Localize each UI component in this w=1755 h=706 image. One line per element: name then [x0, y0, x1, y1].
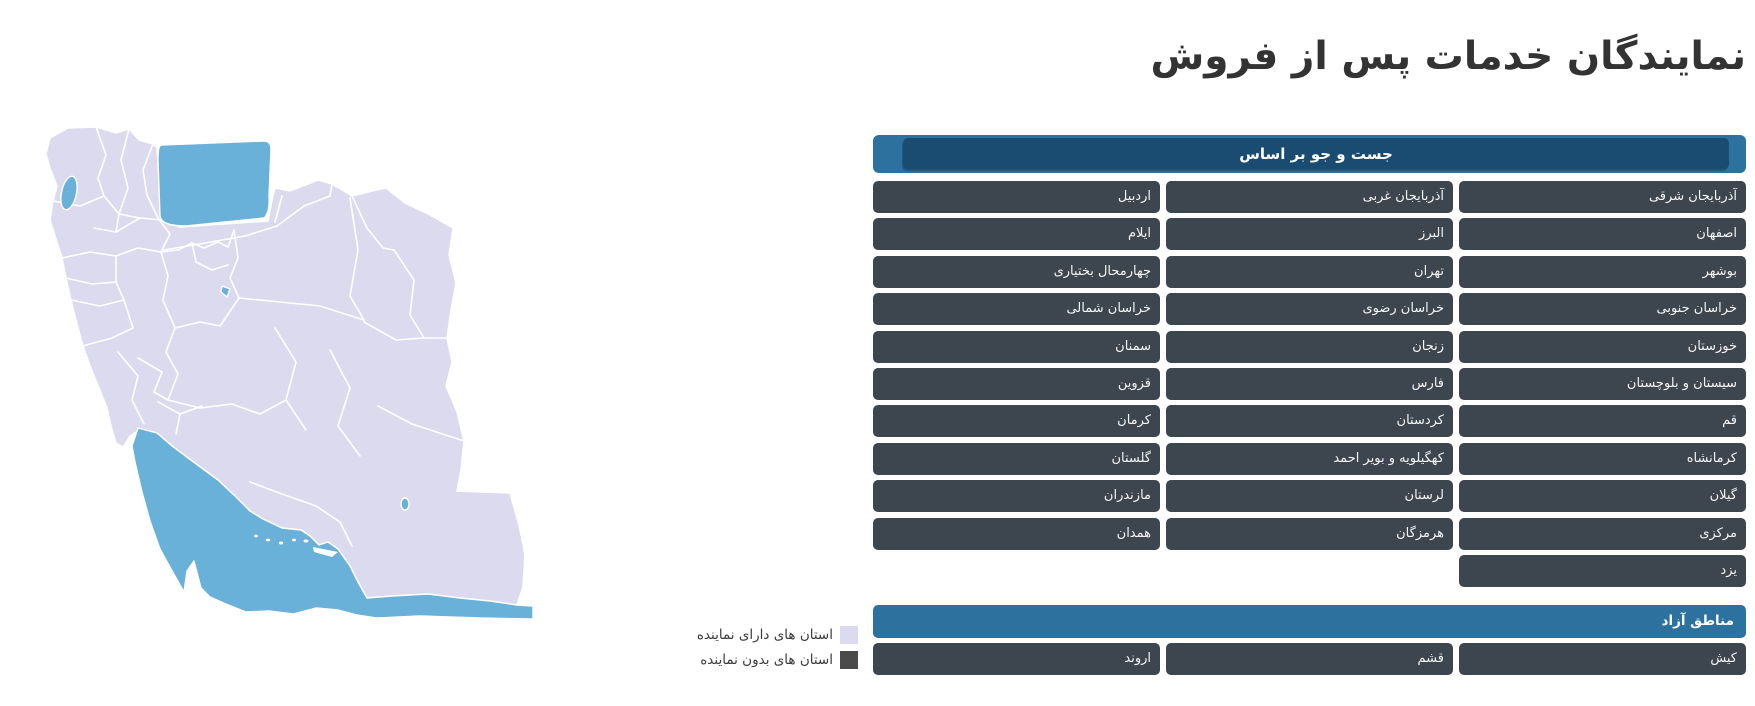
province-button[interactable]: فارس: [1166, 367, 1453, 400]
province-button[interactable]: کرمانشاه: [1459, 442, 1746, 475]
province-button-grid: آذربایجان شرقی آذربایجان غربی اردبیل اصفهان…: [873, 181, 1746, 587]
province-button[interactable]: هرمزگان: [1166, 517, 1453, 550]
province-button[interactable]: خوزستان: [1459, 330, 1746, 363]
legend-label: استان های دارای نماینده: [696, 627, 833, 643]
legend-label: استان های بدون نماینده: [700, 652, 833, 668]
free-zones-header-label: مناطق آزاد: [1661, 613, 1734, 630]
province-button[interactable]: یزد: [1459, 554, 1746, 587]
free-zone-button[interactable]: کیش: [1459, 642, 1746, 675]
search-header-label: جست و جو بر اساس: [1239, 144, 1393, 163]
province-button[interactable]: چهارمحال بختیاری: [873, 255, 1160, 288]
province-button[interactable]: زنجان: [1166, 330, 1453, 363]
legend-item-with-representative: استان های دارای نماینده: [697, 626, 858, 644]
province-button[interactable]: مازندران: [873, 480, 1160, 513]
province-borders: [52, 127, 465, 547]
province-button[interactable]: خراسان رضوی: [1166, 293, 1453, 326]
iran-map[interactable]: [20, 100, 540, 630]
province-button[interactable]: سیستان و بلوچستان: [1459, 367, 1746, 400]
province-button[interactable]: سمنان: [873, 330, 1160, 363]
namak-lake: [220, 285, 231, 298]
free-zone-button[interactable]: قشم: [1166, 642, 1453, 675]
province-button[interactable]: گیلان: [1459, 480, 1746, 513]
lake-urmia: [60, 175, 78, 211]
province-button[interactable]: خراسان جنوبی: [1459, 293, 1746, 326]
province-button[interactable]: قم: [1459, 405, 1746, 438]
free-zone-button[interactable]: اروند: [873, 642, 1160, 675]
province-button[interactable]: آذربایجان غربی: [1166, 181, 1453, 213]
free-zone-button-grid: کیش قشم اروند: [873, 642, 1746, 675]
free-zones-header-bar: مناطق آزاد: [873, 604, 1746, 638]
province-button[interactable]: مرکزی: [1459, 517, 1746, 550]
province-button[interactable]: همدان: [873, 517, 1160, 550]
persian-gulf-islands: [254, 534, 338, 557]
province-button[interactable]: کرمان: [873, 405, 1160, 438]
search-header-inner: جست و جو بر اساس: [903, 138, 1729, 169]
caspian-sea: [157, 140, 272, 227]
province-button[interactable]: گلستان: [873, 442, 1160, 475]
legend-swatch-without-representative: [840, 651, 858, 669]
province-button[interactable]: ایلام: [873, 218, 1160, 251]
province-button[interactable]: اردبیل: [873, 181, 1160, 213]
search-panel: جست و جو بر اساس آذربایجان شرقی آذربایجان…: [873, 135, 1746, 675]
legend-swatch-with-representative: [840, 626, 858, 644]
legend-item-without-representative: استان های بدون نماینده: [697, 651, 858, 669]
jazmurian-lake: [400, 497, 410, 511]
province-button[interactable]: کهگیلویه و بویر احمد: [1166, 442, 1453, 475]
persian-gulf-oman-sea: [131, 427, 534, 620]
map-legend: استان های دارای نماینده استان های بدون ن…: [697, 626, 858, 676]
search-header-bar[interactable]: جست و جو بر اساس: [873, 135, 1746, 173]
province-button[interactable]: اصفهان: [1459, 218, 1746, 251]
province-button[interactable]: بوشهر: [1459, 255, 1746, 288]
province-button[interactable]: قزوین: [873, 367, 1160, 400]
page-title: نمایندگان خدمات پس از فروش: [1150, 34, 1746, 79]
province-button[interactable]: البرز: [1166, 218, 1453, 251]
province-button[interactable]: لرستان: [1166, 480, 1453, 513]
province-button[interactable]: تهران: [1166, 255, 1453, 288]
province-button[interactable]: آذربایجان شرقی: [1459, 181, 1746, 213]
province-button[interactable]: خراسان شمالی: [873, 293, 1160, 326]
province-button[interactable]: کردستان: [1166, 405, 1453, 438]
